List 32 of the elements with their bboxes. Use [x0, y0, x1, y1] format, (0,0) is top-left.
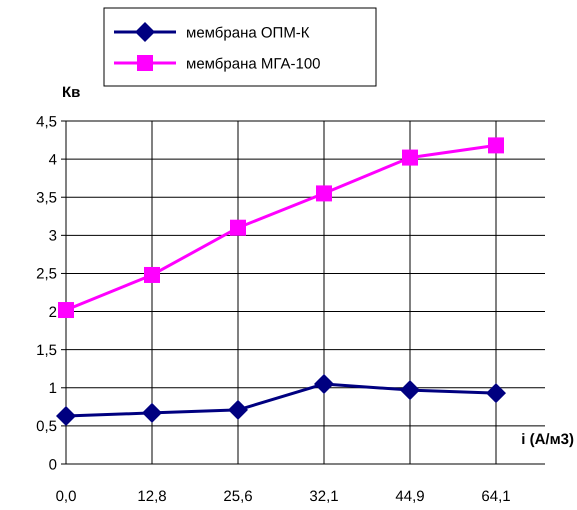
x-tick-label: 32,1 — [309, 488, 339, 505]
point — [486, 383, 506, 404]
point — [316, 185, 332, 202]
y-tick-label: 3,5 — [36, 189, 57, 206]
x-tick-label: 12,8 — [137, 488, 167, 505]
y-tick-label: 1,5 — [36, 342, 57, 359]
point — [230, 220, 246, 236]
y-tick-label: 2 — [48, 304, 57, 321]
point — [488, 137, 504, 154]
point — [58, 302, 74, 318]
y-tick-label: 4,5 — [36, 113, 57, 130]
x-tick-label: 25,6 — [223, 488, 253, 505]
y-tick-label: 0 — [48, 456, 57, 474]
legend-label: мембрана МГА-100 — [186, 55, 321, 72]
point — [400, 380, 420, 400]
x-tick-label: 0,0 — [56, 488, 76, 505]
x-axis-title: i (А/м3) — [521, 431, 574, 448]
y-tick-label: 0,5 — [36, 418, 57, 436]
y-tick-label: 4 — [48, 151, 57, 168]
point — [142, 402, 162, 423]
point — [228, 400, 248, 420]
x-tick-label: 64,1 — [481, 488, 511, 505]
point — [314, 374, 334, 394]
point — [144, 266, 160, 283]
y-tick-label: 1 — [48, 380, 57, 398]
y-axis-title: Кв — [62, 84, 80, 101]
point — [402, 150, 418, 166]
legend-label: мембрана ОПМ-К — [186, 24, 310, 42]
y-tick-label: 3 — [48, 228, 57, 245]
x-tick-label: 44,9 — [395, 488, 425, 505]
y-tick-label: 2,5 — [36, 266, 57, 283]
point — [56, 406, 76, 426]
